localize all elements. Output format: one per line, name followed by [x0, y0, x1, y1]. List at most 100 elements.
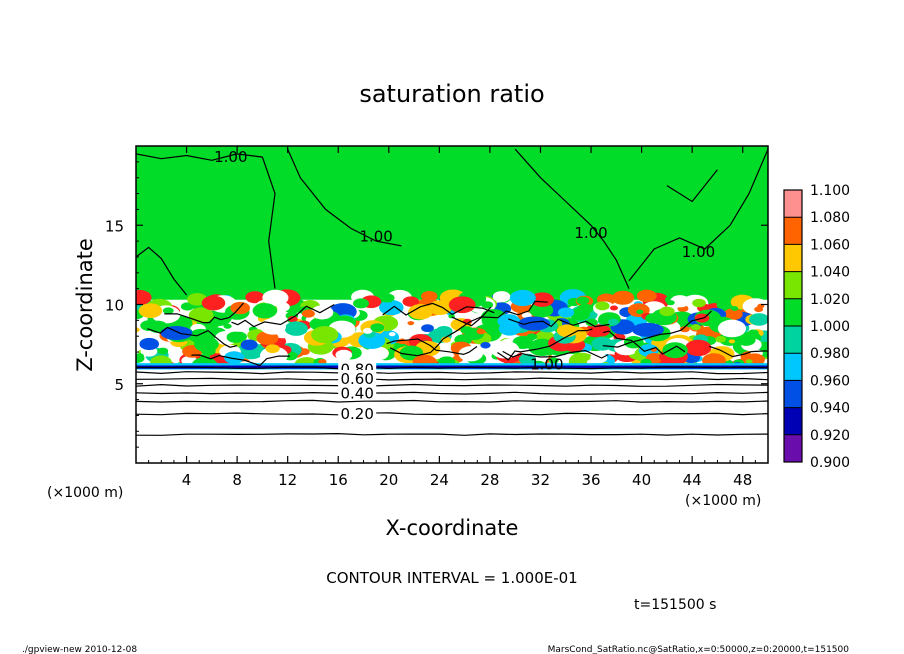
contour-line: [628, 148, 768, 282]
contour-line: [136, 246, 188, 296]
contour-line: [136, 371, 768, 375]
band-cell: [311, 326, 339, 344]
band-cell: [370, 323, 385, 332]
band-cell: [407, 321, 415, 326]
footer-right-note: MarsCond_SatRatio.nc@SatRatio,x=0:50000,…: [548, 645, 850, 654]
band-cell: [460, 326, 474, 335]
band-cell: [224, 351, 245, 364]
band-cell: [670, 295, 690, 308]
colorbar-swatch: [784, 190, 802, 218]
band-cell: [485, 322, 492, 327]
band-cell: [679, 326, 690, 333]
x-tick-label: 16: [329, 471, 348, 489]
colorbar-label: 1.000: [810, 319, 850, 335]
x-tick-label: 20: [379, 471, 398, 489]
band-cell: [492, 291, 511, 303]
band-cell: [557, 307, 575, 318]
band-cell: [435, 325, 453, 337]
plot-background-upper: [136, 146, 768, 306]
x-tick-label: 48: [733, 471, 752, 489]
band-cell: [591, 337, 614, 351]
band-cell: [659, 306, 675, 317]
band-cell: [610, 305, 618, 311]
band-cell: [692, 298, 706, 308]
band-dry-pocket: [160, 326, 193, 341]
time-label: t=151500 s: [634, 597, 716, 613]
band-cell: [481, 301, 494, 309]
band-cell: [139, 337, 160, 351]
contour-line: [451, 300, 548, 327]
band-cell: [690, 324, 701, 331]
band-cell: [240, 339, 258, 351]
colorbar-swatch: [784, 407, 802, 435]
band-cell: [388, 332, 396, 337]
colorbar-label: 0.920: [810, 428, 850, 444]
contour-line: [514, 148, 630, 289]
band-cell: [611, 290, 635, 305]
contour-interval-label: CONTOUR INTERVAL = 1.000E-01: [326, 569, 577, 587]
band-cell: [636, 289, 657, 303]
contour-line: [164, 302, 245, 324]
x-axis: 4 8 12 16 20 24 28 32 36 40 44 48: [148, 146, 756, 489]
x-tick-label: 24: [430, 471, 449, 489]
x-axis-unit-left: (×1000 m): [47, 485, 123, 501]
band-cell: [749, 313, 768, 326]
band-cell: [529, 302, 554, 318]
contour-line: [502, 349, 609, 359]
band-cell: [136, 327, 140, 333]
contour-label: 1.00: [214, 148, 247, 166]
contour-line: [136, 366, 768, 370]
contour-label: 0.40: [340, 384, 373, 402]
band-cell: [136, 353, 144, 359]
upper-contour-lines: [136, 148, 768, 367]
x-tick-label: 4: [182, 471, 192, 489]
contour-label: 1.00: [359, 227, 392, 245]
band-cell: [585, 318, 598, 327]
band-cell: [421, 290, 438, 302]
colorbar: 0.900 0.920 0.940 0.960 0.980 1.000 1.020 1.040…: [783, 183, 850, 471]
band-cell: [318, 358, 327, 365]
colorbar-label: 1.040: [810, 265, 850, 281]
band-cell: [544, 349, 555, 356]
colorbar-label: 1.060: [810, 237, 850, 253]
contour-label: 1.00: [682, 243, 715, 261]
band-cell: [723, 308, 743, 321]
colorbar-label: 0.980: [810, 346, 850, 362]
colorbar-label: 1.100: [810, 183, 850, 199]
colorbar-label: 0.900: [810, 455, 850, 471]
band-cell: [201, 295, 226, 311]
colorbar-label: 1.080: [810, 210, 850, 226]
band-cell: [162, 307, 174, 315]
band-cell: [157, 347, 169, 355]
x-tick-label: 8: [232, 471, 242, 489]
colorbar-label: 0.940: [810, 401, 850, 417]
contour-line: [497, 328, 593, 361]
band-cell: [428, 300, 452, 316]
band-cell: [715, 335, 727, 343]
x-tick-label: 28: [480, 471, 499, 489]
contour-line: [602, 330, 686, 355]
band-cell: [230, 301, 250, 315]
band-cell: [745, 359, 753, 364]
contour-line: [136, 383, 768, 387]
band-cell: [448, 296, 476, 314]
contour-line: [136, 399, 768, 403]
band-cell: [509, 289, 536, 307]
band-cell: [262, 289, 289, 307]
band-cell: [576, 296, 590, 305]
band-cell: [595, 301, 610, 311]
band-cell: [284, 321, 308, 336]
x-tick-label: 32: [531, 471, 550, 489]
colorbar-swatch: [784, 434, 802, 462]
contour-label: 1.00: [530, 356, 563, 374]
band-cell: [223, 323, 232, 329]
band-cell: [717, 319, 747, 338]
contour-label-bg: [338, 404, 377, 421]
x-tick-label: 36: [581, 471, 600, 489]
band-cell: [188, 307, 214, 323]
chart-title: saturation ratio: [359, 80, 544, 108]
band-dry-pocket: [518, 316, 551, 331]
colorbar-label: 1.020: [810, 292, 850, 308]
contour-line: [287, 148, 402, 247]
band-cell: [530, 292, 554, 307]
